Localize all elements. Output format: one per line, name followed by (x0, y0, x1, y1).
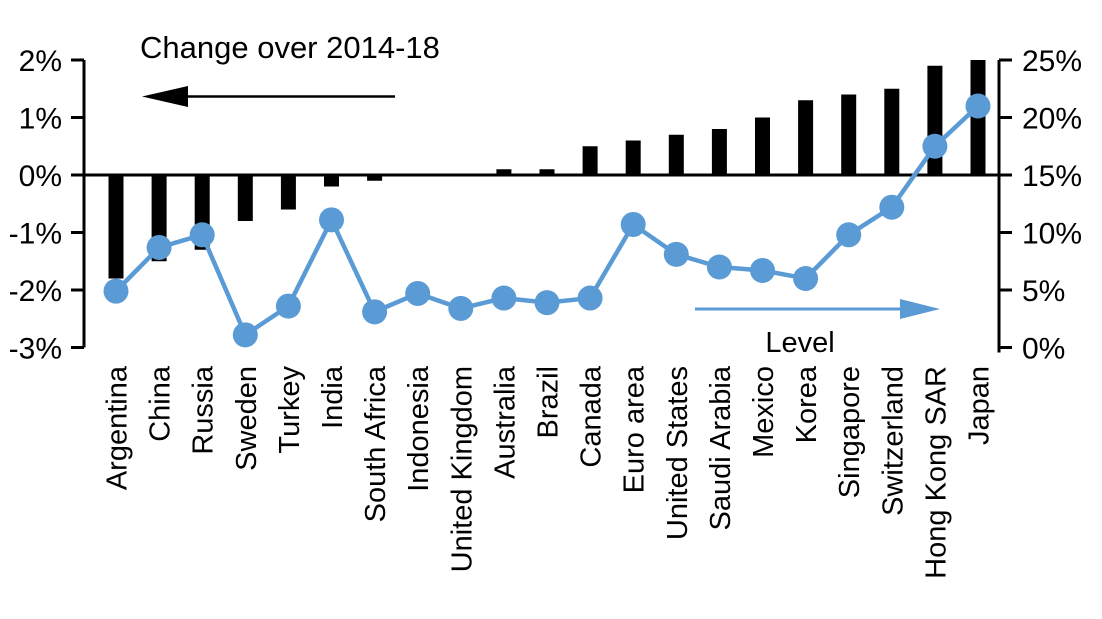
line-point-russia (189, 222, 215, 248)
x-label-united-states: United States (662, 366, 694, 540)
left-axis-tick-label: 2% (19, 45, 62, 78)
line-point-japan (965, 93, 991, 119)
line-point-india (319, 207, 344, 233)
x-label-turkey: Turkey (274, 366, 306, 454)
x-label-argentina: Argentina (101, 365, 133, 490)
x-label-singapore: Singapore (834, 366, 866, 498)
right-axis-tick-label: 10% (1022, 217, 1082, 250)
right-axis-tick-label: 20% (1022, 102, 1082, 135)
x-label-korea: Korea (791, 365, 823, 443)
right-axis-tick-label: 15% (1022, 160, 1082, 193)
line-point-brazil (534, 290, 560, 316)
left-axis-tick-label: 0% (19, 160, 62, 193)
x-label-switzerland: Switzerland (877, 366, 909, 516)
left-axis-tick-label: -1% (9, 217, 62, 250)
x-label-hong-kong-sar: Hong Kong SAR (920, 366, 952, 579)
line-point-canada (577, 285, 603, 311)
x-label-japan: Japan (963, 366, 995, 445)
bar-switzerland (884, 88, 900, 175)
line-point-switzerland (879, 194, 905, 220)
bar-euro-area (625, 140, 641, 175)
bar-australia (496, 169, 512, 175)
left-axis-tick-label: -2% (9, 275, 62, 308)
line-point-china (146, 234, 172, 260)
line-point-south-africa (362, 299, 388, 325)
bar-brazil (539, 169, 555, 175)
x-label-australia: Australia (489, 365, 521, 479)
line-point-sweden (232, 322, 258, 348)
x-label-russia: Russia (188, 365, 220, 455)
line-point-singapore (836, 222, 862, 248)
line-point-indonesia (405, 280, 431, 306)
bar-sweden (237, 175, 253, 221)
bar-singapore (841, 94, 857, 175)
bar-saudi-arabia (711, 129, 727, 175)
level-arrow-right-icon (900, 299, 940, 319)
line-point-mexico (750, 257, 775, 283)
bar-india (324, 175, 339, 187)
bar-united-states (668, 134, 684, 175)
x-label-sweden: Sweden (231, 366, 263, 471)
line-point-united-states (663, 241, 689, 267)
line-series-annotation: Level (765, 327, 835, 359)
bar-canada (582, 146, 598, 175)
x-label-euro-area: Euro area (619, 365, 651, 493)
bar-korea (798, 100, 814, 175)
x-label-india: India (317, 365, 349, 429)
line-point-argentina (103, 278, 129, 304)
right-axis-tick-label: 5% (1022, 275, 1065, 308)
line-point-saudi-arabia (706, 254, 732, 280)
x-label-saudi-arabia: Saudi Arabia (705, 365, 737, 530)
line-point-hong-kong-sar (922, 133, 948, 159)
bar-south-africa (367, 175, 383, 181)
bar-mexico (755, 117, 770, 175)
left-axis-tick-label: -3% (9, 332, 62, 365)
x-label-south-africa: South Africa (360, 365, 392, 522)
change-arrow-left-icon (142, 86, 188, 107)
right-axis-tick-label: 0% (1022, 332, 1065, 365)
x-label-united-kingdom: United Kingdom (446, 366, 478, 572)
line-point-korea (793, 266, 819, 291)
line-point-euro-area (620, 211, 646, 237)
x-label-indonesia: Indonesia (403, 365, 435, 492)
x-label-mexico: Mexico (748, 366, 780, 458)
x-label-brazil: Brazil (532, 366, 564, 439)
x-label-china: China (145, 365, 177, 442)
left-axis-tick-label: 1% (19, 102, 62, 135)
line-point-turkey (275, 293, 301, 319)
bar-turkey (280, 175, 296, 210)
bar-argentina (108, 175, 124, 279)
right-axis-tick-label: 25% (1022, 45, 1082, 78)
line-point-australia (491, 285, 517, 311)
bar-series-annotation: Change over 2014-18 (140, 30, 440, 65)
line-point-united-kingdom (448, 295, 474, 321)
x-label-canada: Canada (576, 365, 608, 467)
